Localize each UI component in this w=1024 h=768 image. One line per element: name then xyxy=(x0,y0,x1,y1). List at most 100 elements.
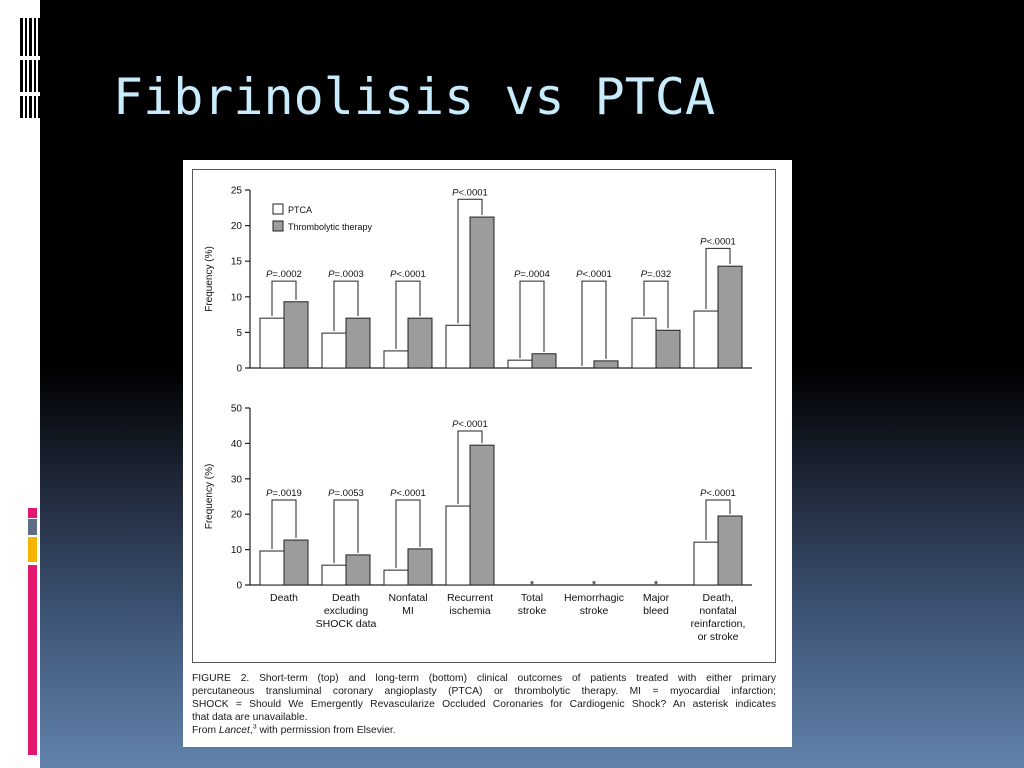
category-label-line: Hemorrhagic xyxy=(564,592,624,604)
bar-thrombolytic xyxy=(407,317,433,369)
significance-bracket xyxy=(705,499,731,541)
category-label-line: excluding xyxy=(324,605,369,617)
y-tick-label: 20 xyxy=(231,510,243,521)
y-axis-label: Frequency (%) xyxy=(204,246,215,312)
data-unavailable-asterisk: * xyxy=(592,579,597,591)
bar-ptca xyxy=(693,310,719,369)
accent-bar xyxy=(28,508,37,518)
legend-swatch-ptca xyxy=(272,203,284,215)
figure-panel: 0 5 10 15 20 25 Frequency (%) P=.0002 P=.0003 P<.… xyxy=(183,160,792,747)
category-label-line: MI xyxy=(402,605,414,617)
bar-thrombolytic xyxy=(283,301,309,369)
category-label: Nonfatal MI xyxy=(388,592,427,617)
category-label: Recurrent ischemia xyxy=(447,592,493,617)
category-label-line: stroke xyxy=(580,605,609,617)
stripe xyxy=(25,96,27,118)
p-value-label: P=.0053 xyxy=(328,488,364,499)
y-tick-label: 50 xyxy=(231,404,243,415)
y-tick-label: 0 xyxy=(236,581,242,592)
data-unavailable-asterisk: * xyxy=(530,579,535,591)
bar-ptca xyxy=(693,541,719,586)
p-value-label: P<.0001 xyxy=(576,269,612,280)
p-value-symbol: P xyxy=(452,187,459,198)
y-tick-label: 10 xyxy=(231,292,243,303)
p-value-label: P=.0019 xyxy=(266,488,302,499)
p-value-symbol: P xyxy=(328,269,335,280)
stripe xyxy=(29,96,32,118)
stripe xyxy=(34,60,36,92)
category-label-line: stroke xyxy=(518,605,547,617)
stripe xyxy=(20,96,23,118)
category-label-line: Nonfatal xyxy=(388,592,427,604)
significance-bracket xyxy=(705,247,731,310)
y-tick-label: 20 xyxy=(231,221,243,232)
p-value-symbol: P xyxy=(328,488,335,499)
p-value-number: =.0003 xyxy=(335,269,364,280)
category-label-line: Death, xyxy=(703,592,734,604)
bar-ptca xyxy=(445,505,471,586)
y-axis-label: Frequency (%) xyxy=(204,464,215,530)
accent-bar xyxy=(28,565,37,755)
p-value-symbol: P xyxy=(576,269,583,280)
legend-label: Thrombolytic therapy xyxy=(288,222,373,232)
p-value-label: P=.0004 xyxy=(514,269,550,280)
p-value-number: <.0001 xyxy=(583,269,612,280)
bar-thrombolytic xyxy=(407,548,433,586)
legend: PTCA Thrombolytic therapy xyxy=(272,203,373,232)
p-value-symbol: P xyxy=(390,269,397,280)
source-suffix: with permission from Elsevier. xyxy=(256,725,396,736)
p-value-number: <.0001 xyxy=(459,419,488,430)
significance-bracket xyxy=(395,499,421,569)
stripe xyxy=(29,18,32,56)
significance-bracket xyxy=(457,430,483,505)
bar-ptca xyxy=(259,317,285,369)
stripe xyxy=(20,18,23,56)
bar-thrombolytic xyxy=(345,317,371,369)
source-journal: Lancet xyxy=(218,725,250,736)
bar-thrombolytic xyxy=(469,216,495,369)
p-value-symbol: P xyxy=(641,269,648,280)
figure-caption: FIGURE 2. Short-term (top) and long-term… xyxy=(192,672,776,737)
caption-line: that data are unavailable. xyxy=(192,712,308,723)
p-value-label: P<.0001 xyxy=(700,488,736,499)
stripe xyxy=(29,60,32,92)
y-tick-label: 15 xyxy=(231,257,243,268)
category-label-line: Recurrent xyxy=(447,592,493,604)
significance-bracket xyxy=(457,198,483,324)
p-value-symbol: P xyxy=(266,269,273,280)
bar-thrombolytic xyxy=(717,265,743,369)
caption-line: SHOCK = Should We Emergently Revasculari… xyxy=(192,699,776,710)
category-label: Death xyxy=(270,592,298,604)
p-value-label: P=.0002 xyxy=(266,269,302,280)
legend-swatch-thrombolytic xyxy=(272,220,284,232)
p-value-label: P<.0001 xyxy=(390,269,426,280)
p-value-label: P<.0001 xyxy=(700,236,736,247)
p-value-symbol: P xyxy=(452,419,459,430)
bar-thrombolytic xyxy=(531,353,557,369)
p-value-symbol: P xyxy=(700,488,707,499)
slide-title: Fibrinolisis vs PTCA xyxy=(113,68,716,126)
bar-ptca xyxy=(383,350,409,369)
stripe xyxy=(38,96,40,118)
accent-bar xyxy=(28,537,37,562)
significance-bracket xyxy=(271,280,297,317)
figure-source: From Lancet,3 with permission from Elsev… xyxy=(192,724,776,737)
stripe xyxy=(34,96,36,118)
y-tick-label: 10 xyxy=(231,545,243,556)
figure-inner-border xyxy=(192,169,776,663)
data-unavailable-asterisk: * xyxy=(654,579,659,591)
significance-bracket xyxy=(519,280,545,359)
bar-thrombolytic xyxy=(593,360,619,369)
p-value-number: <.0001 xyxy=(707,236,736,247)
p-value-symbol: P xyxy=(514,269,521,280)
p-value-number: <.0001 xyxy=(707,488,736,499)
category-label-line: bleed xyxy=(643,605,669,617)
bar-ptca xyxy=(507,359,533,369)
category-label-line: reinfarction, xyxy=(691,618,746,630)
source-punct: , xyxy=(249,725,253,736)
p-value-label: P=.0003 xyxy=(328,269,364,280)
category-label-line: nonfatal xyxy=(699,605,736,617)
bar-ptca xyxy=(321,332,347,369)
